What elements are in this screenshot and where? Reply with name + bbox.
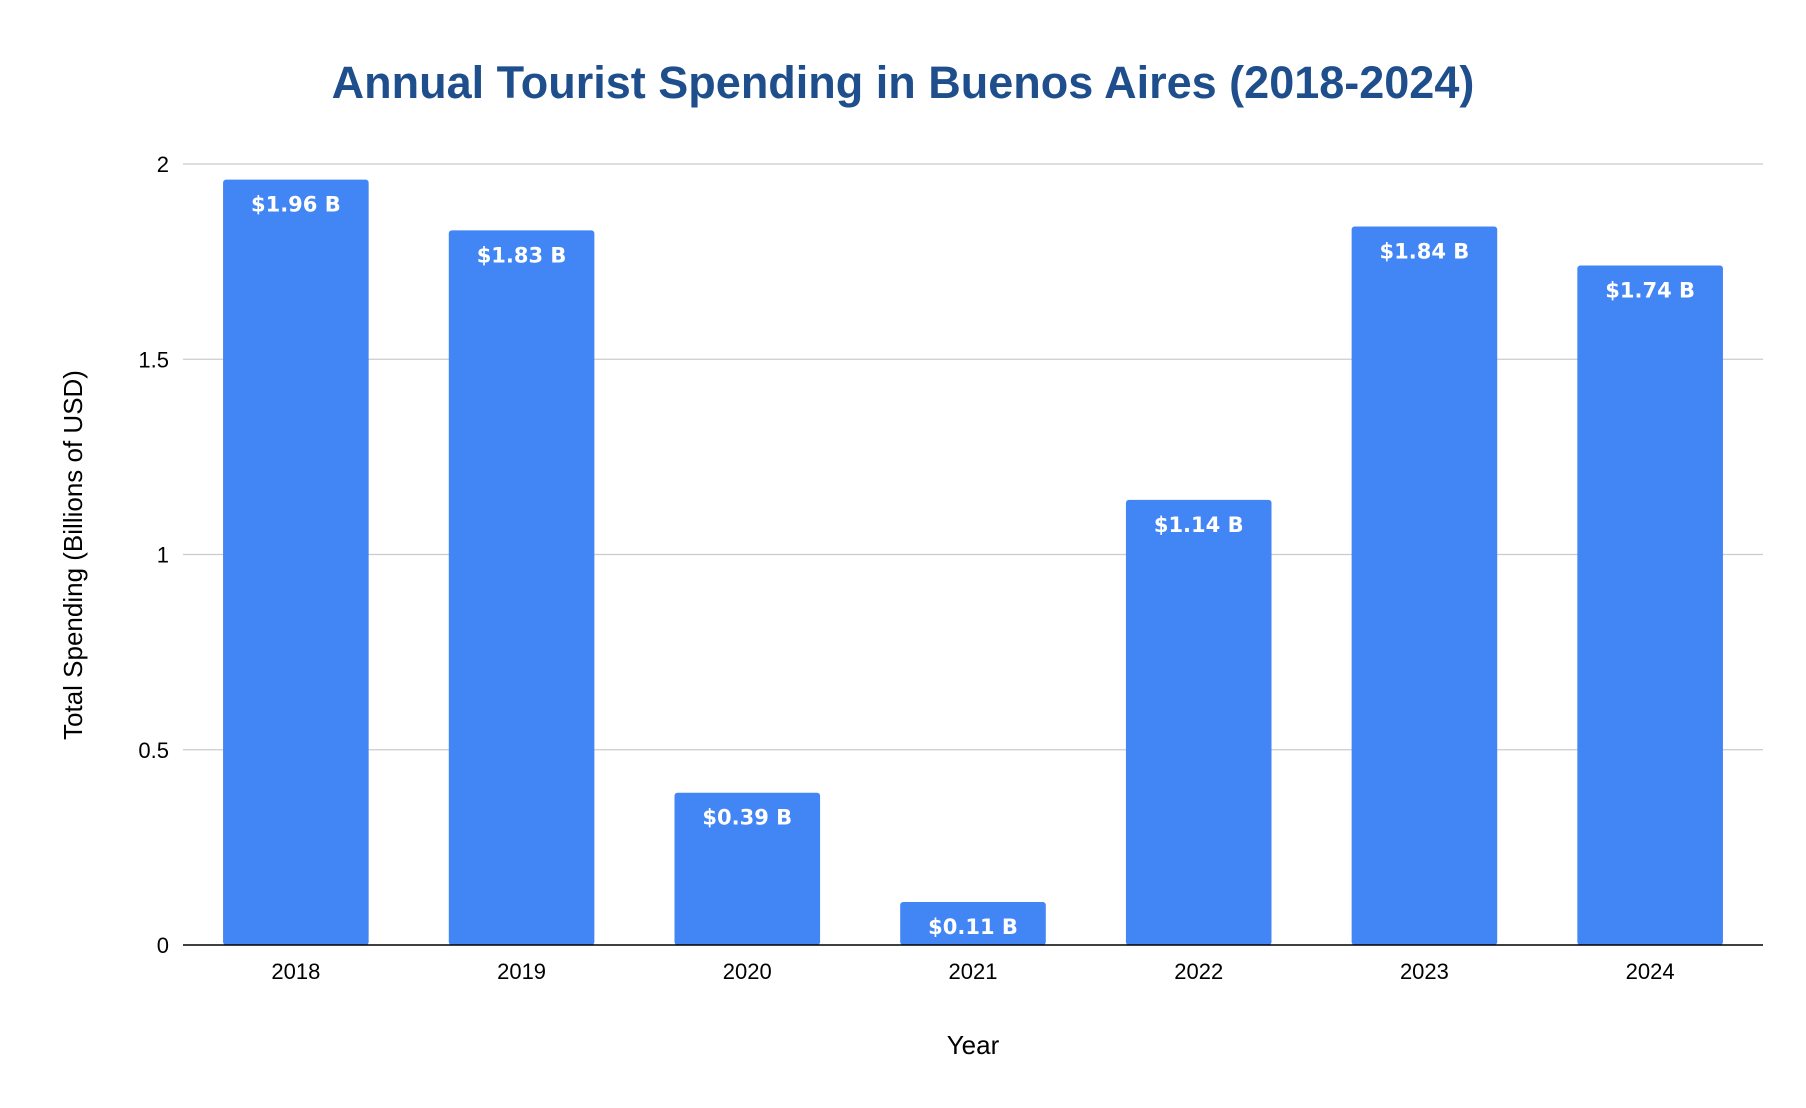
x-tick-label: 2024 [1626,959,1675,984]
bar-2019 [448,230,595,945]
y-axis-label: Total Spending (Billions of USD) [58,370,88,740]
x-axis-label: Year [947,1030,1000,1060]
y-tick-label: 2 [157,152,169,177]
bar-2022 [1125,499,1272,945]
x-tick-label: 2020 [723,959,772,984]
y-tick-label: 0 [157,933,169,958]
y-tick-label: 0.5 [138,738,169,763]
bar-2018 [223,179,369,945]
y-axis-ticks: 0 0.5 1 1.5 2 [138,152,169,958]
bars: $1.96 B $1.83 B $0.39 B $0.11 B $1.14 B $1.84… [223,179,1723,946]
x-tick-label: 2021 [949,959,998,984]
data-label-2020: $0.39 B [702,806,792,830]
x-tick-label: 2019 [497,959,546,984]
x-tick-label: 2022 [1174,959,1223,984]
data-label-2022: $1.14 B [1154,513,1244,537]
x-tick-label: 2018 [271,959,320,984]
data-label-2019: $1.83 B [477,243,567,267]
data-label-2021: $0.11 B [928,915,1018,939]
data-label-2018: $1.96 B [251,193,341,217]
y-tick-label: 1 [157,543,169,568]
data-label-2023: $1.84 B [1380,239,1470,263]
bar-2021 [900,902,1046,945]
x-tick-label: 2023 [1400,959,1449,984]
x-axis-ticks: 2018 2019 2020 2021 2022 2023 2024 [271,959,1674,984]
gridlines [183,163,1763,751]
bar-2020 [674,792,821,945]
y-tick-label: 1.5 [138,347,169,372]
bar-2024 [1577,265,1723,945]
bar-2023 [1351,226,1498,946]
chart-title: Annual Tourist Spending in Buenos Aires … [332,57,1475,108]
data-label-2024: $1.74 B [1605,279,1695,303]
